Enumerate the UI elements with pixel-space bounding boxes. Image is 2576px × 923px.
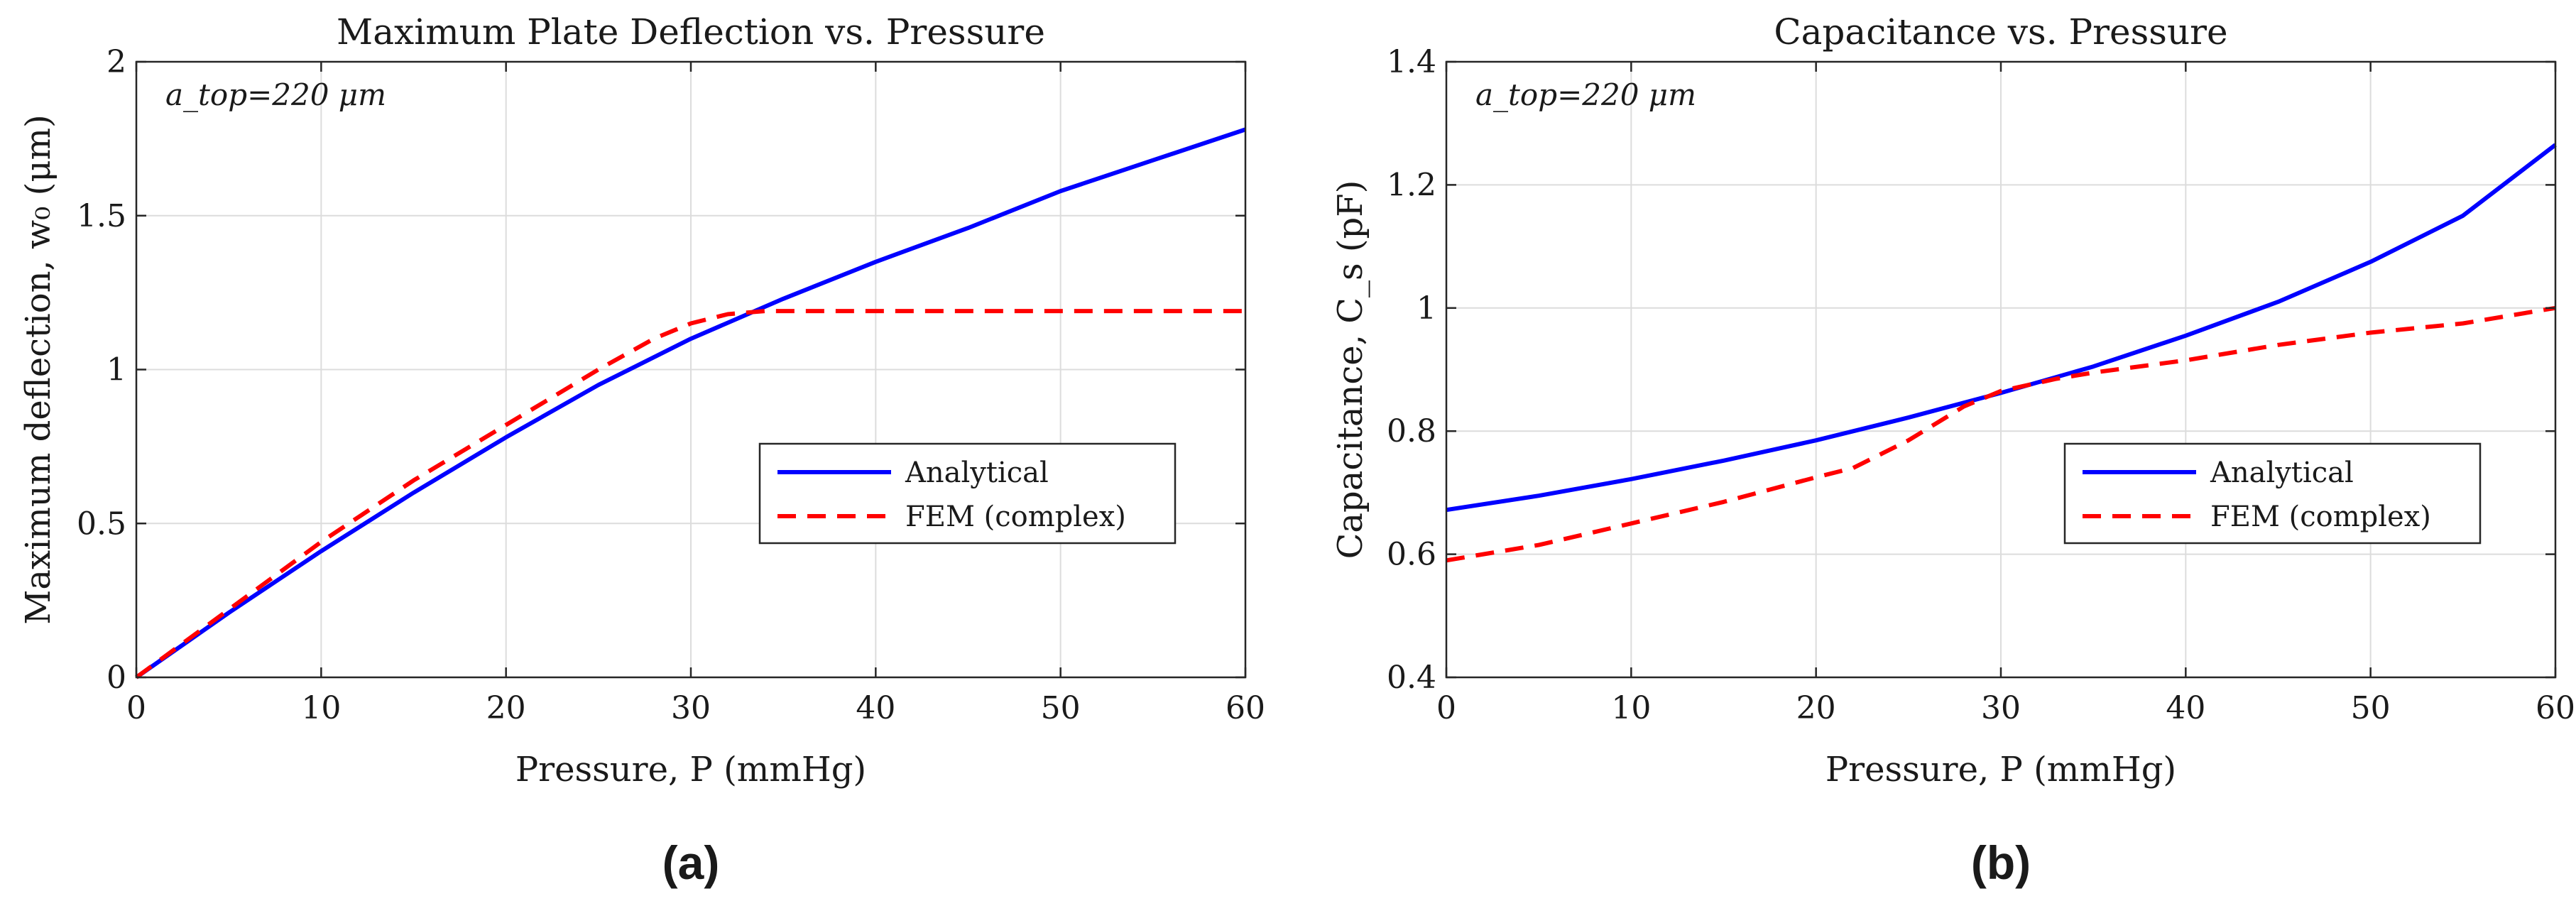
legend-label: Analytical (905, 457, 1049, 489)
y-tick-label: 1 (107, 352, 126, 388)
x-tick-label: 20 (486, 690, 526, 726)
x-tick-label: 40 (2166, 690, 2205, 726)
x-axis-label: Pressure, P (mmHg) (1825, 750, 2176, 790)
y-tick-label: 1.4 (1387, 44, 1436, 80)
legend-box (2063, 442, 2482, 545)
legend-label: Analytical (2210, 457, 2354, 489)
y-axis-label: Maximum deflection, w₀ (μm) (18, 114, 58, 625)
x-tick-label: 20 (1796, 690, 1836, 726)
x-tick-label: 0 (1436, 690, 1456, 726)
y-axis-label: Capacitance, C_s (pF) (1331, 180, 1370, 559)
x-axis-label: Pressure, P (mmHg) (515, 750, 866, 790)
legend-label: FEM (complex) (2210, 501, 2431, 533)
x-tick-label: 0 (126, 690, 146, 726)
x-tick-label: 30 (1981, 690, 2021, 726)
x-tick-label: 60 (1226, 690, 1265, 726)
legend: Analytical FEM (complex) (2063, 442, 2482, 545)
x-tick-label: 10 (1611, 690, 1651, 726)
y-tick-label: 0 (107, 660, 126, 696)
annotation-text: a_top=220 μm (1475, 77, 1696, 112)
x-tick-label: 50 (2351, 690, 2391, 726)
series-line-fem-complex (135, 309, 1245, 679)
panel-label: (a) (662, 836, 720, 889)
chart-panel-b: 0 10 20 30 40 50 60 0.4 0.6 0.8 1 1.2 1.4 Capacitance… (1331, 11, 2575, 889)
y-tick-label: 1.2 (1387, 167, 1436, 203)
x-tick-label: 40 (856, 690, 895, 726)
legend-label: FEM (complex) (905, 501, 1126, 533)
legend: Analytical FEM (complex) (758, 442, 1177, 545)
chart-title: Maximum Plate Deflection vs. Pressure (337, 11, 1045, 53)
y-tick-label: 0.6 (1387, 537, 1436, 573)
chart-panel-a: 0 10 20 30 40 50 60 0 0.5 1 1.5 2 Maximum Plate Defl… (18, 11, 1265, 889)
annotation-text: a_top=220 μm (165, 77, 386, 112)
x-tick-label: 30 (671, 690, 711, 726)
y-tick-label: 1 (1417, 290, 1436, 327)
y-tick-label: 0.4 (1387, 660, 1436, 696)
chart-title: Capacitance vs. Pressure (1774, 11, 2227, 53)
series-line-fem-complex (1446, 305, 2556, 563)
y-tick-label: 2 (107, 44, 126, 80)
y-tick-label: 0.5 (77, 506, 126, 542)
legend-box (758, 442, 1177, 545)
y-tick-label: 0.8 (1387, 413, 1436, 449)
x-tick-label: 60 (2536, 690, 2575, 726)
panel-label: (b) (1971, 836, 2031, 889)
x-tick-label: 10 (301, 690, 341, 726)
y-tick-label: 1.5 (77, 198, 126, 234)
series-line-analytical (135, 127, 1246, 679)
x-tick-label: 50 (1041, 690, 1081, 726)
